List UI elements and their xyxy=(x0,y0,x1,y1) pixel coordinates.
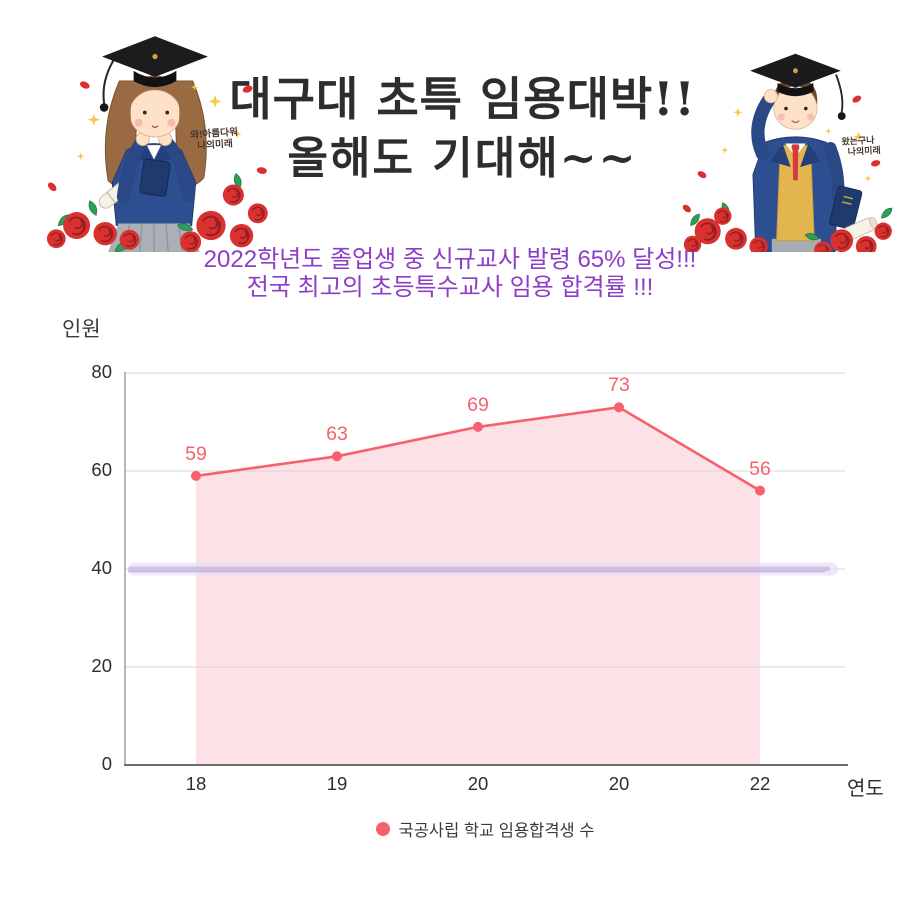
graduate-boy-illustration: 왔는구나 나의미래 xyxy=(674,50,898,252)
boy-caption-line-2: 나의미래 xyxy=(847,144,880,157)
boy-caption-line-1: 왔는구나 xyxy=(841,134,875,147)
girl-diploma-book xyxy=(139,158,171,197)
highlight-band-core xyxy=(128,566,830,572)
data-point xyxy=(332,451,342,462)
boy-body xyxy=(752,136,845,252)
boy-diploma-book xyxy=(829,185,863,230)
data-point xyxy=(755,485,765,496)
data-point xyxy=(614,402,624,413)
title-line-1: 대구대 초특 임용대박!! xyxy=(229,72,696,126)
chart-legend: 국공사립 학교 임용합격생 수 xyxy=(125,817,845,841)
boy-salute-arm xyxy=(751,89,778,161)
legend-label: 국공사립 학교 임용합격생 수 xyxy=(398,822,595,840)
data-point xyxy=(473,421,483,432)
data-point xyxy=(191,470,201,481)
graduate-boy-drawing: 왔는구나 나의미래 xyxy=(681,53,895,252)
girl-caption-line-2: 나의미래 xyxy=(197,137,233,151)
announcement-line-1: 2022학년도 졸업생 중 신규교사 발령 65% 달성!!! xyxy=(203,246,697,273)
announcement-line-2: 전국 최고의 초등특수교사 임용 합격률 !!! xyxy=(246,273,654,301)
announcement: 2022학년도 졸업생 중 신규교사 발령 65% 달성!!! 전국 최고의 초… xyxy=(0,246,900,301)
girl-caption-line-1: 와!아름다워 xyxy=(190,126,238,141)
graduate-girl-illustration: 와!아름다워 나의미래 xyxy=(40,26,270,252)
graduation-cap-icon xyxy=(99,36,208,112)
poster-title: 대구대 초특 임용대박!! 올해도 기대해~~ xyxy=(190,68,735,188)
title-line-2: 올해도 기대해~~ xyxy=(287,133,638,184)
x-axis-title: 연도 xyxy=(847,778,884,800)
y-axis-title: 인원 xyxy=(62,318,101,341)
area-fill xyxy=(196,407,760,765)
graduate-girl-drawing: 와!아름다워 나의미래 xyxy=(46,36,270,252)
legend-marker-icon xyxy=(375,822,390,836)
